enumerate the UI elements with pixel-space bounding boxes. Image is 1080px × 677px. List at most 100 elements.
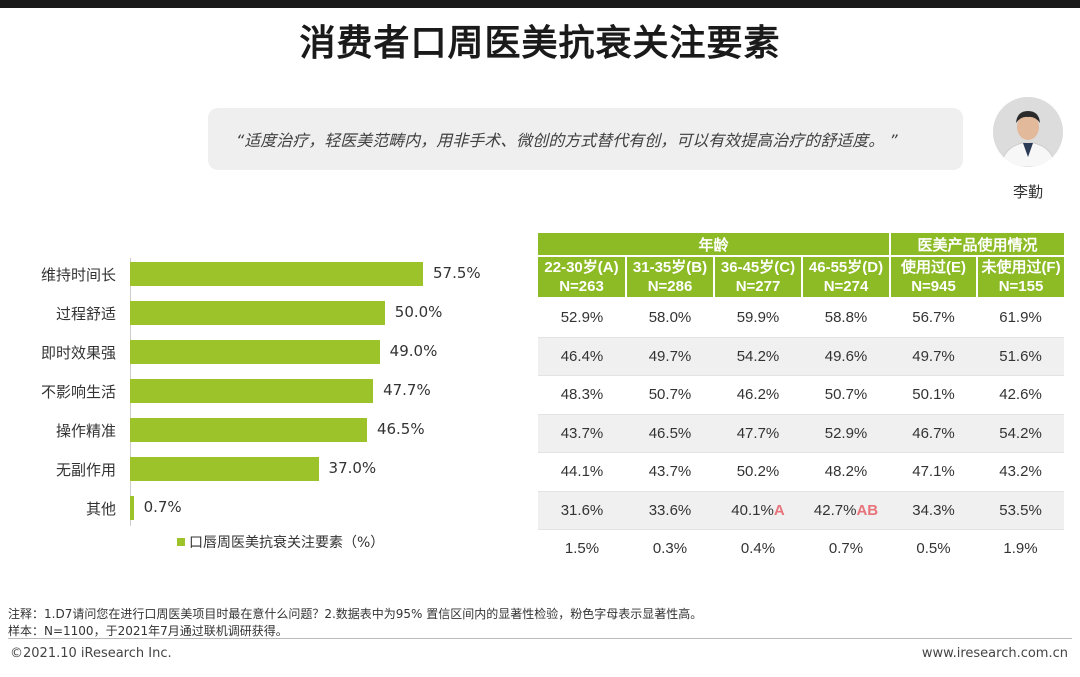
bar-category-label: 无副作用 (55, 461, 116, 479)
person-name: 李勤 (1012, 183, 1043, 201)
legend-swatch (177, 538, 185, 546)
bar-category-label: 操作精准 (55, 422, 116, 440)
bar-category-label: 不影响生活 (40, 383, 116, 401)
sample-note: 样本：N=1100，于2021年7月通过联机调研获得。 (8, 624, 288, 638)
bar-category-label: 维持时间长 (40, 266, 116, 284)
avatar (993, 97, 1063, 167)
table-cell: 48.3% (538, 375, 626, 415)
column-label: 31-35岁(B) (632, 259, 708, 276)
crosstab-table: 年龄 医美产品使用情况 22-30岁(A) N=263 31-35岁(B) N=286… (538, 233, 1065, 568)
table-cell: 49.7% (890, 337, 978, 376)
table-row: 43.7% 46.5% 47.7% 52.9% 46.7% 54.2% (538, 414, 1065, 453)
bar-category-label: 即时效果强 (40, 344, 116, 362)
table-cell: 43.7% (538, 414, 626, 453)
column-header: 使用过(E) N=945 (890, 256, 979, 299)
column-header: 36-45岁(C) N=277 (714, 256, 803, 299)
table-cell: 31.6% (538, 491, 626, 530)
column-sample-size: N=274 (823, 278, 869, 295)
table-cell: 52.9% (802, 414, 891, 453)
table-row: 31.6% 33.6% 40.1%A 42.7%AB 34.3% 53.5% (538, 491, 1065, 530)
table-cell: 43.7% (626, 452, 714, 492)
table-cell: 46.4% (538, 337, 626, 376)
bar (130, 301, 385, 325)
column-label: 未使用过(F) (981, 259, 1061, 276)
column-sample-size: N=155 (998, 278, 1044, 295)
table-row: 1.5% 0.3% 0.4% 0.7% 0.5% 1.9% (538, 530, 1064, 568)
chart-legend: 口唇周医美抗衰关注要素（%） (177, 532, 384, 552)
table-cell: 40.1%A (714, 491, 802, 530)
table-cell: 50.7% (626, 375, 714, 415)
bar-category-label: 其他 (85, 500, 116, 518)
table-row: 46.4% 49.7% 54.2% 49.6% 49.7% 51.6% (538, 337, 1065, 376)
table-cell: 49.7% (626, 337, 714, 376)
bar (130, 496, 134, 520)
column-label: 36-45岁(C) (720, 259, 796, 276)
table-row: 52.9% 58.0% 59.9% 58.8% 56.7% 61.9% (538, 298, 1065, 338)
group-header-age: 年龄 (538, 233, 892, 257)
footer-divider (8, 638, 1072, 639)
table-row: 48.3% 50.7% 46.2% 50.7% 50.1% 42.6% (538, 375, 1065, 415)
column-sample-size: N=277 (735, 278, 781, 295)
bar-value-label: 37.0% (328, 459, 377, 477)
significance-marker: A (773, 501, 785, 519)
bar-value-label: 57.5% (433, 264, 481, 282)
column-label: 22-30岁(A) (544, 259, 619, 276)
table-cell: 43.2% (977, 452, 1065, 492)
column-header: 22-30岁(A) N=263 (538, 256, 627, 299)
page-title: 消费者口周医美抗衰关注要素 (299, 23, 781, 64)
table-cell: 42.7%AB (802, 491, 891, 530)
footnote: 注释：1.D7请问您在进行口周医美项目时最在意什么问题？2.数据表中为95% 置… (8, 607, 703, 621)
bar (130, 457, 319, 481)
column-label: 46-55岁(D) (808, 259, 884, 276)
table-cell: 52.9% (538, 298, 626, 338)
website: www.iresearch.com.cn (921, 646, 1068, 661)
column-sample-size: N=945 (911, 278, 956, 295)
person-photo (993, 97, 1063, 167)
table-cell: 42.6% (977, 375, 1065, 415)
column-header: 46-55岁(D) N=274 (802, 256, 892, 299)
table-cell: 0.7% (828, 540, 864, 558)
bar-value-label: 47.7% (383, 381, 431, 399)
table-cell: 0.4% (740, 540, 776, 558)
table-cell: 59.9% (714, 298, 802, 338)
column-header: 31-35岁(B) N=286 (626, 256, 715, 299)
table-cell: 54.2% (714, 337, 802, 376)
table-cell: 54.2% (977, 414, 1065, 453)
group-header-usage: 医美产品使用情况 (890, 233, 1065, 257)
bar-value-label: 50.0% (394, 303, 443, 321)
bar-value-label: 0.7% (143, 498, 182, 516)
table-cell: 1.9% (1003, 540, 1038, 558)
table-cell: 48.2% (802, 452, 891, 492)
table-cell: 50.1% (890, 375, 978, 415)
table-cell: 47.7% (714, 414, 802, 453)
table-cell: 50.7% (802, 375, 891, 415)
top-bar (0, 0, 1080, 8)
table-cell: 46.5% (626, 414, 714, 453)
table-cell: 49.6% (802, 337, 891, 376)
table-cell: 1.5% (564, 540, 600, 558)
column-header: 未使用过(F) N=155 (977, 256, 1065, 299)
table-cell: 47.1% (890, 452, 978, 492)
bar (130, 262, 423, 286)
table-cell: 34.3% (890, 491, 978, 530)
significance-marker: AB (856, 501, 879, 519)
column-sample-size: N=263 (559, 278, 604, 295)
table-cell: 0.5% (916, 540, 951, 558)
legend-label: 口唇周医美抗衰关注要素（%） (189, 535, 385, 551)
column-sample-size: N=286 (647, 278, 693, 295)
bar-value-label: 49.0% (389, 342, 438, 360)
bar-value-label: 46.5% (376, 420, 425, 438)
bar-chart: 维持时间长 57.5% 过程舒适 50.0% 即时效果强 49.0% 不影响生活 47.7% 操… (0, 250, 540, 540)
table-cell: 51.6% (977, 337, 1065, 376)
table-cell: 46.7% (890, 414, 978, 453)
table-cell: 53.5% (977, 491, 1065, 530)
bar (130, 418, 367, 442)
table-cell: 33.6% (626, 491, 714, 530)
copyright: ©2021.10 iResearch Inc. (10, 646, 172, 661)
table-cell: 44.1% (538, 452, 626, 492)
expert-quote: “适度治疗，轻医美范畴内，用非手术、微创的方式替代有创，可以有效提高治疗的舒适度… (208, 108, 963, 170)
table-cell: 0.3% (652, 540, 688, 558)
table-cell: 58.8% (802, 298, 891, 338)
bar (130, 340, 380, 364)
table-cell: 58.0% (626, 298, 714, 338)
